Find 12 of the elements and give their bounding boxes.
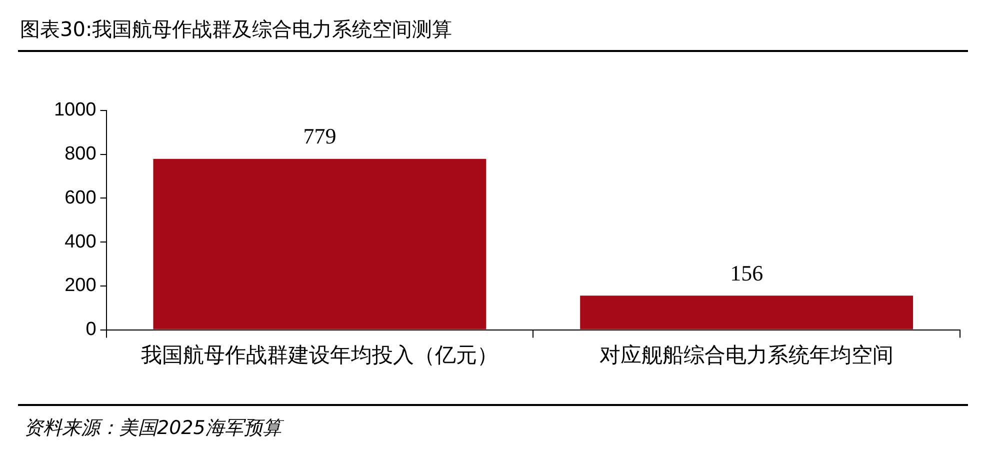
data-label: 156 [730, 260, 764, 286]
y-tick-label: 200 [64, 275, 96, 296]
x-tick-label: 对应舰船综合电力系统年均空间 [600, 342, 894, 367]
y-tick-label: 800 [64, 144, 96, 165]
y-tick-label: 400 [64, 231, 96, 252]
x-tick-label: 我国航母作战群建设年均投入（亿元） [141, 342, 498, 367]
chart-title: 图表30:我国航母作战群及综合电力系统空间测算 [20, 16, 452, 43]
y-tick-label: 600 [64, 187, 96, 208]
y-tick-label: 0 [86, 319, 96, 340]
y-tick-label: 1000 [54, 100, 96, 121]
data-label: 779 [303, 124, 336, 149]
text: 资料来源：美国2025海军预算 [24, 416, 282, 441]
